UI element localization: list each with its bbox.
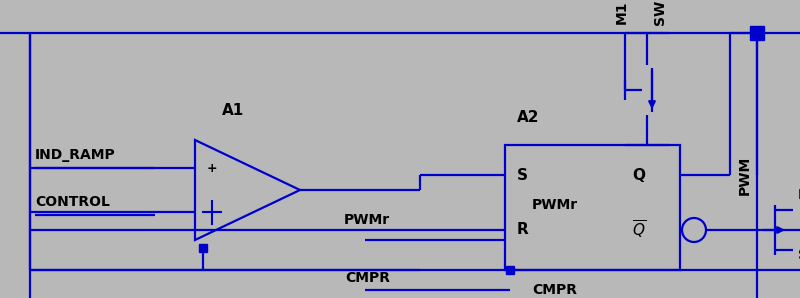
Bar [505, 145, 680, 270]
Text: M: M [798, 188, 800, 202]
Text: CMPR: CMPR [533, 283, 578, 297]
Text: PWM: PWM [738, 155, 752, 195]
Text: $\overline{Q}$: $\overline{Q}$ [632, 219, 646, 241]
Text: PWMr: PWMr [532, 198, 578, 212]
Text: M1: M1 [615, 0, 629, 24]
Text: A2: A2 [517, 110, 539, 125]
Bar [199, 244, 207, 252]
Text: CONTROL: CONTROL [35, 195, 110, 209]
Text: SW: SW [653, 0, 667, 25]
Text: +: + [206, 162, 218, 175]
Text: CMPR: CMPR [345, 271, 390, 285]
Text: IND_RAMP: IND_RAMP [35, 148, 116, 162]
Bar [506, 266, 514, 274]
Text: Q: Q [632, 167, 645, 182]
Text: SW: SW [798, 248, 800, 262]
Text: S: S [517, 167, 528, 182]
Bar [750, 26, 764, 40]
Text: PWMr: PWMr [344, 213, 390, 227]
Text: R: R [517, 223, 529, 238]
Text: A1: A1 [222, 103, 244, 118]
